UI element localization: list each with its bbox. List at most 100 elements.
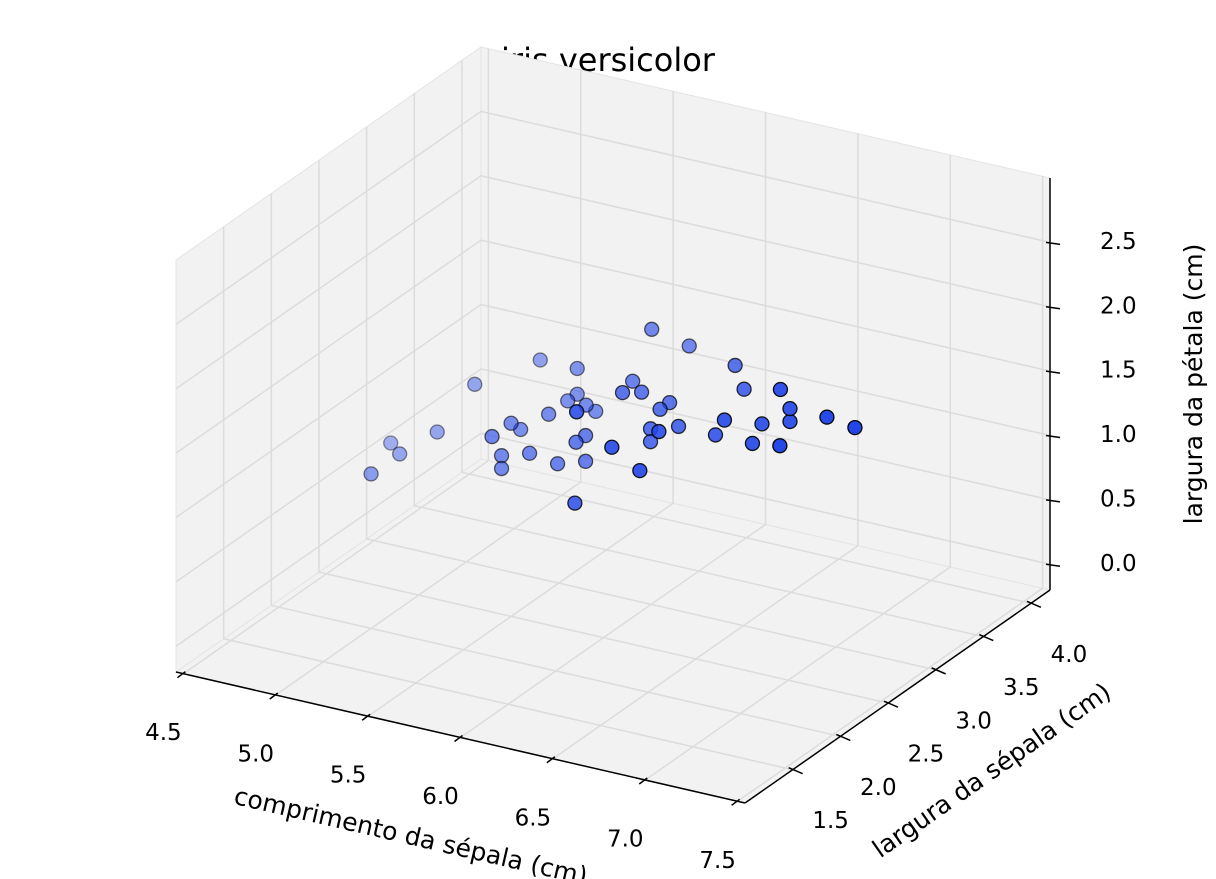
z-grid-line (175, 174, 1051, 390)
data-point (847, 419, 863, 436)
data-point (383, 435, 399, 451)
data-point (604, 439, 620, 455)
tick-mark (361, 713, 371, 721)
y-grid-line (318, 160, 889, 704)
data-point (644, 321, 660, 337)
data-point (493, 460, 510, 477)
data-point (642, 434, 659, 450)
tick-mark (1045, 434, 1061, 439)
data-point (670, 418, 687, 435)
z-tick-label: 2.5 (1100, 229, 1137, 255)
data-point (754, 416, 770, 432)
y-grid-line (365, 126, 936, 671)
data-point (560, 393, 576, 409)
y-tick-label: 3.0 (955, 708, 992, 734)
x-tick-label: 6.5 (515, 805, 552, 831)
data-point (568, 404, 585, 420)
y-grid-line (461, 60, 1032, 605)
z-grid-line (175, 303, 1051, 519)
axis-line (175, 671, 746, 804)
data-point (782, 413, 798, 430)
x-grid-line (552, 133, 859, 760)
y-grid-line (270, 193, 841, 738)
data-point (503, 415, 519, 431)
data-point (625, 373, 641, 389)
data-point (363, 466, 379, 482)
y-grid-line (413, 93, 984, 638)
x-grid-line (644, 155, 951, 781)
data-point (744, 435, 761, 452)
data-point (569, 360, 585, 377)
data-point (707, 427, 724, 443)
data-point (819, 409, 835, 425)
data-point (392, 446, 408, 462)
data-point (467, 376, 483, 392)
x-grid-line (275, 69, 582, 696)
z-tick-label: 1.0 (1100, 422, 1137, 448)
axis-line (744, 589, 1051, 804)
tick-mark (176, 671, 186, 679)
tick-mark (269, 692, 279, 700)
tick-mark (454, 734, 463, 743)
tick-mark (883, 700, 899, 708)
data-point (577, 453, 594, 469)
y-grid-line (222, 226, 793, 771)
y-tick-label: 2.5 (908, 742, 945, 768)
tick-mark (788, 767, 803, 775)
data-point (549, 456, 566, 472)
data-point (727, 357, 743, 374)
z-grid-line (175, 239, 1051, 454)
z-axis-label: largura da pétala (cm) (1179, 244, 1208, 525)
x-tick-label: 7.5 (699, 848, 736, 874)
tick-mark (546, 756, 556, 764)
y-axis-label: largura da sépala (cm) (867, 677, 1116, 864)
x-tick-label: 6.0 (422, 784, 459, 810)
tick-mark (931, 667, 946, 675)
x-tick-label: 4.5 (145, 720, 182, 746)
data-point (614, 384, 631, 401)
x-tick-label: 5.0 (237, 741, 274, 767)
data-point (633, 384, 650, 400)
data-point (632, 462, 648, 479)
data-point (429, 424, 445, 440)
x-grid-line (737, 176, 1044, 802)
z-grid-line (175, 432, 1051, 647)
z-tick-label: 0.5 (1100, 486, 1137, 512)
data-point (652, 401, 668, 417)
data-point (493, 448, 510, 464)
y-tick-label: 1.5 (812, 808, 849, 834)
z-tick-label: 1.5 (1100, 358, 1137, 384)
tick-mark (1045, 370, 1061, 374)
tick-mark (1045, 306, 1061, 310)
x-grid-line (182, 48, 490, 675)
x-grid-line (460, 112, 767, 739)
z-tick-label: 0.0 (1100, 551, 1137, 577)
tick-mark (1045, 563, 1061, 567)
tick-mark (1045, 241, 1061, 246)
data-point (772, 381, 789, 398)
data-point (532, 352, 548, 368)
data-point (716, 412, 733, 428)
y-tick-label: 4.0 (1051, 642, 1088, 668)
data-point (484, 428, 500, 445)
data-point (651, 423, 667, 440)
data-point (736, 381, 752, 397)
x-tick-label: 7.0 (607, 827, 644, 853)
tick-mark (836, 733, 851, 742)
tick-mark (1045, 499, 1061, 503)
x-grid-line (367, 91, 674, 717)
data-point (540, 406, 557, 422)
data-point (567, 495, 583, 511)
data-point (782, 400, 798, 417)
data-point (568, 434, 584, 450)
x-tick-label: 5.5 (330, 763, 367, 789)
tick-mark (638, 777, 648, 785)
z-grid-line (175, 368, 1051, 583)
tick-mark (1026, 600, 1042, 609)
data-point (772, 438, 788, 454)
y-tick-label: 3.5 (1003, 675, 1040, 701)
data-point (681, 338, 697, 354)
tick-mark (978, 633, 994, 642)
